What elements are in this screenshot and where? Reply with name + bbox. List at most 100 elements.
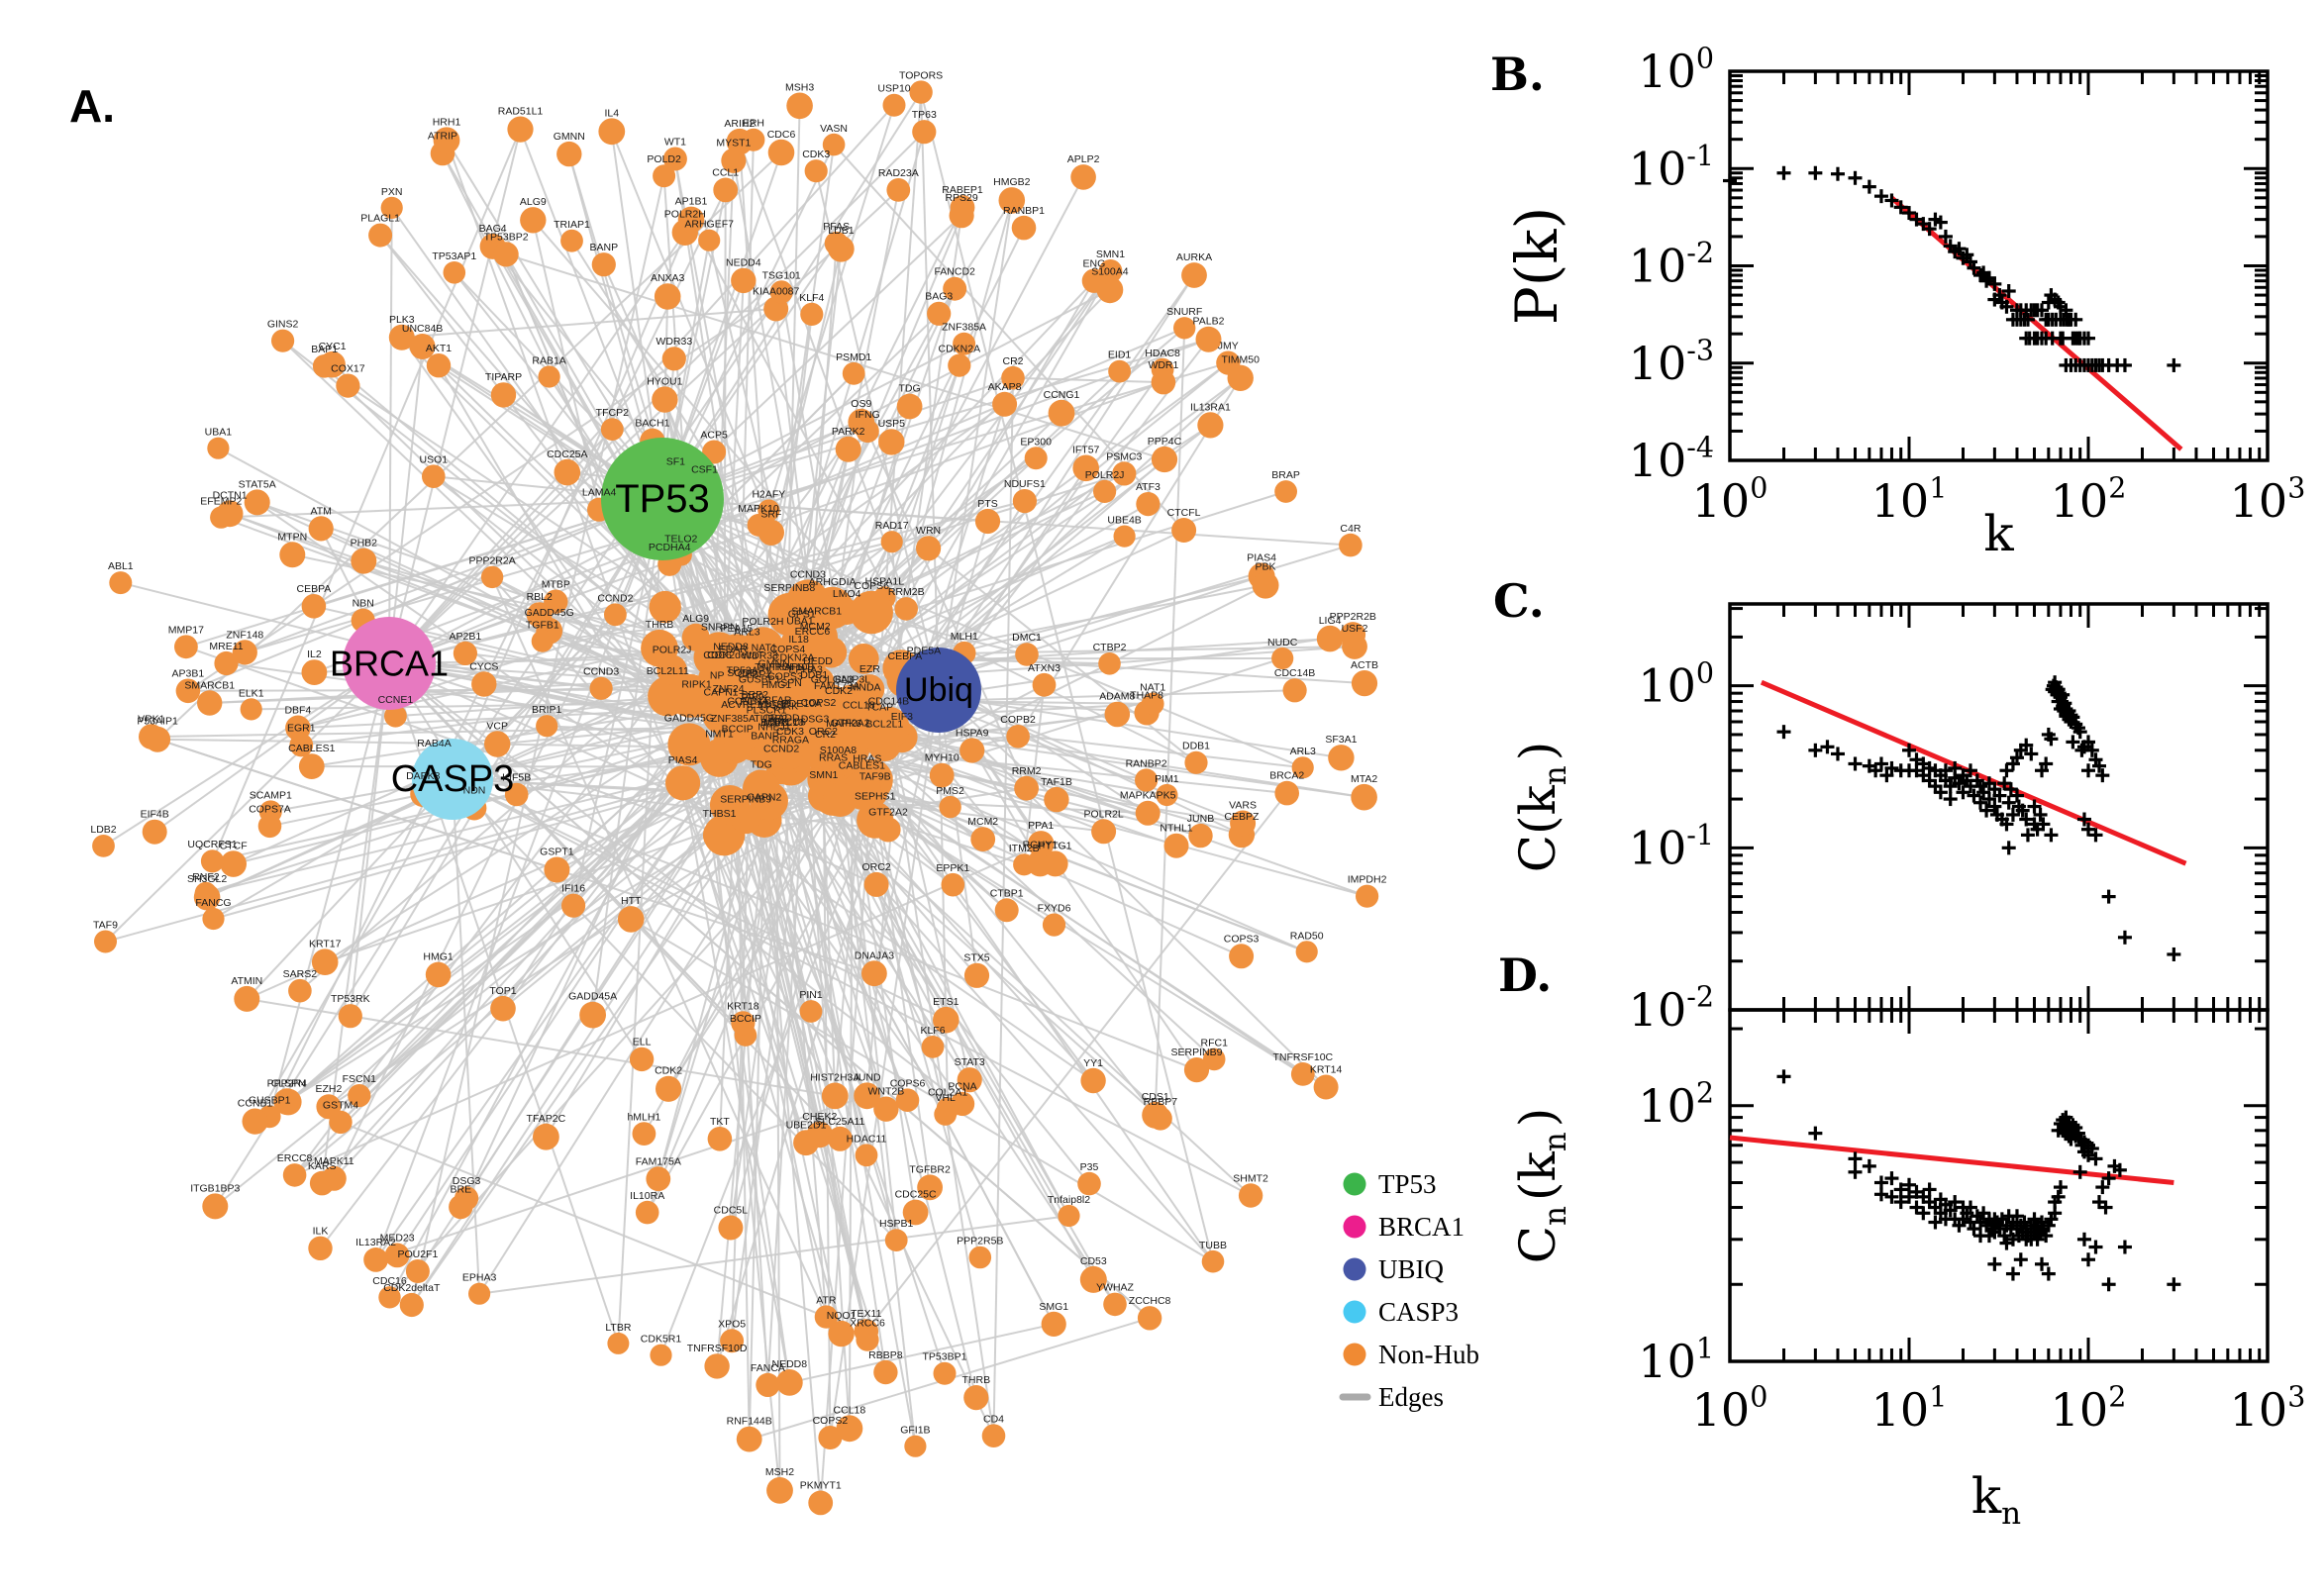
network-node-nonhub (617, 906, 645, 933)
network-edge (324, 818, 747, 963)
network-edge (205, 807, 475, 894)
network-node-nonhub (531, 630, 554, 652)
network-node-nonhub (957, 1067, 982, 1093)
network-node-nonhub (661, 347, 686, 371)
network-node-nonhub (1135, 800, 1161, 826)
network-edge (452, 778, 1197, 1071)
network-node-nonhub (702, 440, 727, 464)
network-edge (938, 339, 1210, 691)
network-edge (268, 189, 727, 1118)
network-node-nonhub (917, 1174, 943, 1201)
network-edge (830, 288, 957, 653)
y-tick-label: 100 (1638, 656, 1714, 712)
scatter-points (1723, 165, 2181, 372)
hub-node-casp3 (412, 739, 493, 820)
network-node-nonhub (716, 651, 746, 681)
hub-node-ubiq (896, 648, 981, 733)
x-axis-title: kn (1971, 1467, 2026, 1532)
network-node-nonhub (279, 542, 306, 568)
network-edge (659, 737, 903, 1356)
network-node-nonhub (1098, 652, 1121, 675)
network-node-nonhub (1229, 944, 1255, 969)
network-node-nonhub (1104, 701, 1131, 728)
network-node-nonhub (820, 695, 858, 733)
network-node-nonhub (824, 231, 849, 255)
network-edge (452, 778, 897, 1242)
network-node-nonhub (1041, 1311, 1066, 1337)
network-node-nonhub (902, 1199, 929, 1226)
network-node-nonhub (873, 1096, 899, 1122)
gene-label: ORC2 (862, 861, 891, 873)
network-node-nonhub (822, 133, 846, 156)
network-node-nonhub (1316, 625, 1344, 652)
network-node-nonhub (808, 1490, 834, 1516)
network-node-nonhub (244, 489, 270, 516)
network-hub-nodes: TP53 BRCA1 Ubiq CASP3 (330, 438, 981, 820)
network-node-nonhub (635, 1200, 659, 1225)
network-edge (736, 140, 755, 726)
axis-ticks (1728, 1010, 2270, 1363)
network-node-nonhub (641, 629, 678, 667)
network-edge (268, 662, 390, 1118)
network-node-nonhub (1356, 884, 1379, 908)
network-node-nonhub (723, 734, 752, 762)
network-node-nonhub (981, 1424, 1006, 1447)
network-edge (281, 340, 721, 759)
gene-label: CDK2deltaT (383, 1282, 441, 1294)
network-edge (661, 144, 836, 500)
network-node-nonhub (835, 436, 861, 462)
network-node-nonhub (1183, 1057, 1210, 1083)
network-node-nonhub (484, 731, 511, 757)
y-tick-label: 10-2 (1629, 237, 1714, 292)
network-node-nonhub (665, 765, 701, 801)
network-node-nonhub (1151, 369, 1176, 395)
network-edge (740, 728, 1214, 1262)
network-node-nonhub (384, 704, 407, 728)
network-node-nonhub (214, 650, 239, 676)
network-node-nonhub (405, 1259, 430, 1283)
network-node-nonhub (1014, 775, 1039, 801)
network-edge (388, 104, 895, 664)
network-node-nonhub (1238, 1183, 1263, 1208)
network-node-nonhub (775, 1369, 803, 1396)
network-node-nonhub (828, 1320, 855, 1347)
network-node-nonhub (939, 795, 961, 819)
network-node-nonhub (1173, 317, 1196, 340)
network-node-nonhub (600, 418, 624, 441)
network-node-nonhub (842, 361, 865, 385)
network-edge (767, 800, 898, 1241)
network-node-nonhub (656, 1075, 682, 1102)
network-edge (519, 129, 663, 500)
network-node-nonhub (202, 1193, 229, 1220)
network-node-nonhub (301, 594, 327, 619)
gene-label: CCL18 (834, 1404, 866, 1416)
network-node-nonhub (799, 736, 832, 768)
network-node-nonhub (480, 565, 504, 589)
network-edge (1013, 376, 1163, 384)
hub-node-brca1 (343, 617, 436, 710)
gene-label: SCAMP1 (250, 789, 292, 801)
network-node-nonhub (970, 827, 996, 851)
x-tick-label: 100 (1692, 472, 1768, 528)
network-node-nonhub (766, 1477, 793, 1504)
network-node-nonhub (1093, 479, 1117, 503)
network-node-nonhub (1042, 913, 1066, 937)
network-node-nonhub (92, 835, 115, 857)
network-edge (532, 220, 601, 510)
network-node-nonhub (848, 408, 875, 436)
network-edge (866, 584, 1266, 786)
x-tick-label: 101 (1871, 1381, 1948, 1437)
network-node-nonhub (200, 849, 225, 873)
network-node-nonhub (863, 871, 889, 897)
network-node-nonhub (589, 676, 613, 700)
fit-line (1889, 195, 2183, 451)
network-edge (775, 707, 781, 1491)
network-node-nonhub (1135, 768, 1159, 792)
network-node-nonhub (289, 733, 314, 757)
network-node-nonhub (175, 678, 201, 704)
network-node-nonhub (216, 500, 244, 528)
network-edge (630, 798, 841, 921)
network-node-nonhub (298, 753, 325, 779)
network-node-nonhub (468, 1282, 491, 1305)
